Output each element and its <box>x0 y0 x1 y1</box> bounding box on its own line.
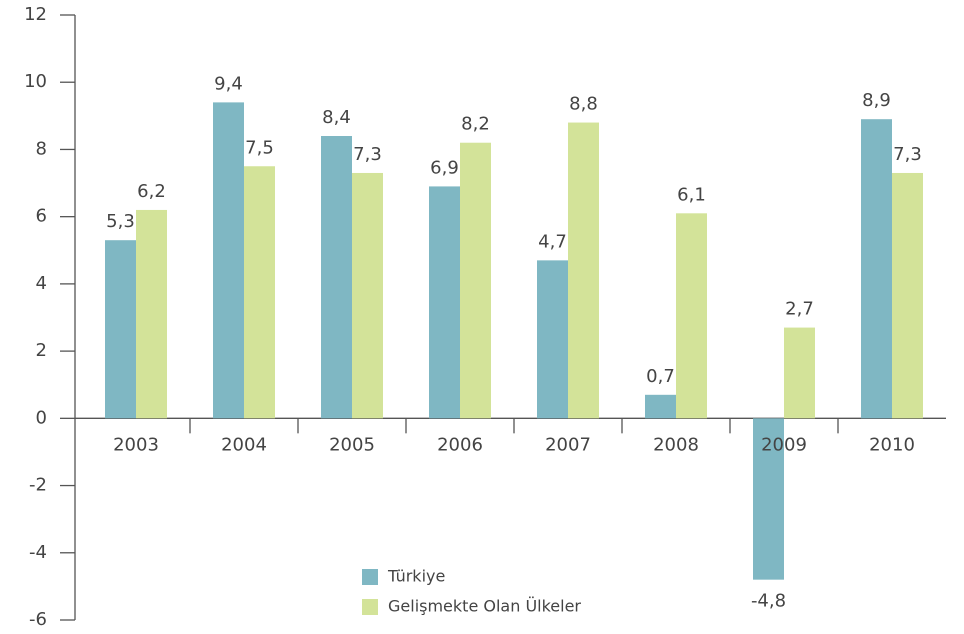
legend-label: Türkiye <box>387 567 445 586</box>
value-label: 0,7 <box>646 366 675 387</box>
y-tick-label: -2 <box>29 475 47 496</box>
legend-swatch <box>362 599 378 615</box>
value-label: 7,3 <box>353 144 382 165</box>
value-label: 6,1 <box>677 184 706 205</box>
bar <box>645 394 676 419</box>
y-tick-label: -6 <box>29 609 47 630</box>
y-tick-label: 10 <box>24 71 47 92</box>
bar <box>136 209 167 419</box>
value-label: 5,3 <box>106 211 135 232</box>
value-label: 2,7 <box>785 299 814 320</box>
bar <box>429 186 460 419</box>
bar <box>784 327 815 419</box>
y-tick-label: 6 <box>36 206 47 227</box>
value-label: 8,8 <box>569 94 598 115</box>
value-label: 4,7 <box>538 231 567 252</box>
bar <box>537 260 568 419</box>
y-tick-label: 12 <box>24 4 47 25</box>
value-label: -4,8 <box>751 591 786 612</box>
bar <box>352 172 383 419</box>
x-tick-label: 2003 <box>113 434 159 455</box>
legend-swatch <box>362 569 378 585</box>
bar <box>105 240 136 419</box>
bar <box>244 166 275 419</box>
y-tick-label: 4 <box>36 273 47 294</box>
bar <box>753 418 784 580</box>
legend-label: Gelişmekte Olan Ülkeler <box>388 597 581 616</box>
x-tick-label: 2007 <box>545 434 591 455</box>
value-label: 8,9 <box>862 90 891 111</box>
value-label: 6,9 <box>430 157 459 178</box>
y-tick-label: 0 <box>36 407 47 428</box>
value-label: 7,5 <box>245 137 274 158</box>
y-tick-label: 2 <box>36 340 47 361</box>
bar <box>861 119 892 419</box>
x-tick-label: 2006 <box>437 434 483 455</box>
x-tick-label: 2004 <box>221 434 267 455</box>
value-label: 8,4 <box>322 107 351 128</box>
y-tick-label: 8 <box>36 138 47 159</box>
value-label: 9,4 <box>214 73 243 94</box>
bar <box>213 102 244 419</box>
bar <box>460 142 491 419</box>
bar <box>676 213 707 419</box>
bar <box>568 122 599 419</box>
y-tick-label: -4 <box>29 542 47 563</box>
x-tick-label: 2008 <box>653 434 699 455</box>
bar <box>892 172 923 419</box>
value-label: 7,3 <box>893 144 922 165</box>
value-label: 6,2 <box>137 181 166 202</box>
value-label: 8,2 <box>461 114 490 135</box>
x-tick-label: 2009 <box>761 434 807 455</box>
x-tick-label: 2010 <box>869 434 915 455</box>
bar <box>321 136 352 419</box>
x-tick-label: 2005 <box>329 434 375 455</box>
